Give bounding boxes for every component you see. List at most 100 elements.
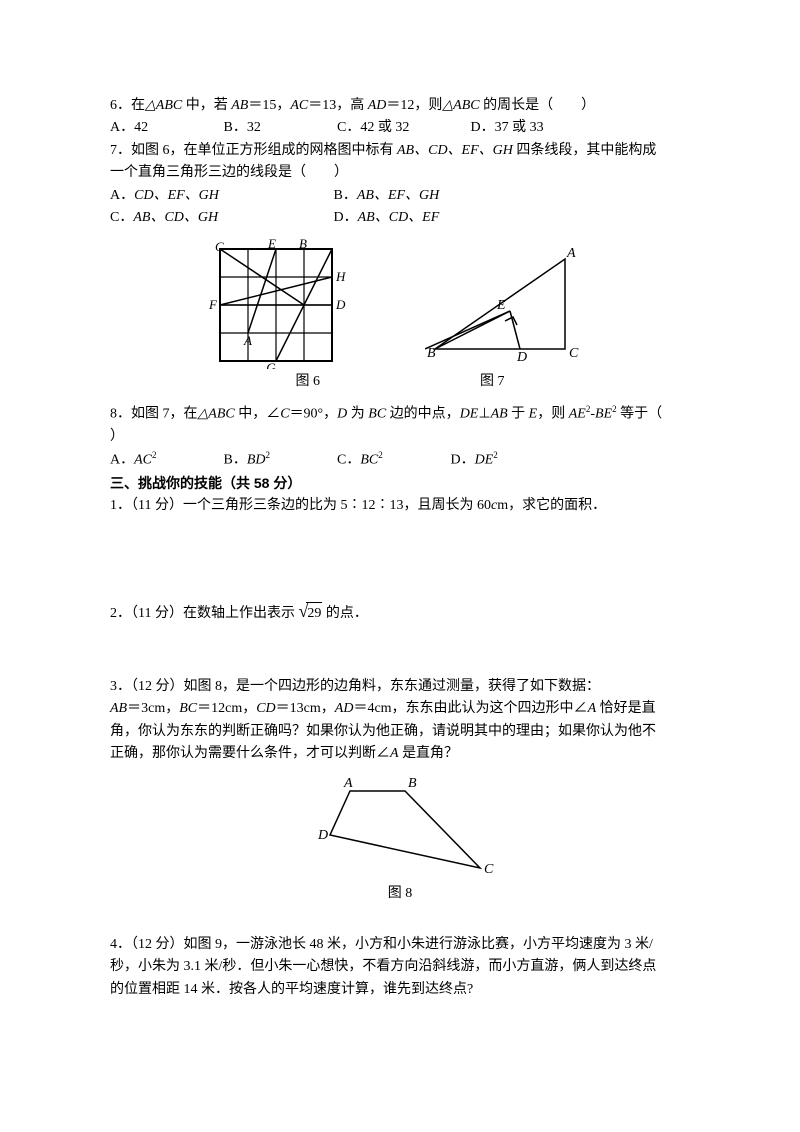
q6-ac: AC (290, 98, 308, 113)
q8-oa2: 2 (152, 450, 157, 460)
q3-3-l1: 3．（12 分）如图 8，是一个四边形的边角料，东东通过测量，获得了如下数据： (110, 676, 690, 698)
figure-6: C E B H D F A G (205, 239, 355, 369)
blank-space-2 (110, 626, 690, 676)
q6-tail: 的周长是（ ） (480, 98, 596, 113)
fig6-label-c: C (215, 239, 224, 254)
q7-opt-b: B．AB、EF、GH (334, 185, 440, 207)
q7-d-pre: D． (334, 210, 358, 225)
fig7-label-a: A (566, 246, 576, 261)
q8-paren: ） (110, 426, 690, 448)
document-page: 6．在△ABC 中，若 AB＝15，AC＝13，高 AD＝12，则△ABC 的周… (0, 0, 800, 1061)
q33-ad: AD (335, 701, 354, 716)
q8-oa: A． (110, 453, 134, 468)
q8-g: 于 (508, 406, 529, 421)
fig6-label-f: F (208, 297, 218, 312)
q3-4-l1: 4．（12 分）如图 9，一游泳池长 48 米，小方和小朱进行游泳比赛，小方平均… (110, 934, 690, 956)
q8-e: 边的中点， (386, 406, 460, 421)
fig7-label-d: D (516, 350, 527, 365)
q7-a-pre: A． (110, 188, 134, 203)
fig6-label-h: H (335, 269, 346, 284)
q6-tri: △ABC (145, 98, 182, 113)
figure-row: C E B H D F A G (110, 239, 690, 369)
q6-options: A．42 B．32 C．42 或 32 D．37 或 33 (110, 117, 690, 139)
blank-space-1 (110, 517, 690, 597)
q8-ocv: BC (360, 453, 378, 468)
q33-ab: AB (110, 701, 127, 716)
q8-bc: BC (368, 406, 386, 421)
q8-oc2: 2 (378, 450, 383, 460)
q8-d2: 为 (347, 406, 368, 421)
q33-a: A (588, 701, 597, 716)
q8-ae: AE (569, 406, 586, 421)
q7-opt-d: D．AB、CD、EF (334, 207, 440, 229)
q3-3-l2: AB＝3cm，BC＝12cm，CD＝13cm，AD＝4cm，东东由此认为这个四边… (110, 698, 690, 720)
fig6-label-a: A (243, 333, 252, 348)
figure-7: A B C D E (425, 239, 595, 369)
q3-2-pre: 2．（11 分）在数轴上作出表示 (110, 606, 298, 621)
q7-c-v: AB、CD、GH (133, 210, 218, 225)
sqrt-icon: √29 (298, 597, 322, 626)
q6-opt-b: B．32 (224, 117, 334, 139)
q8-options: A．AC2 B．BD2 C．BC2 D．DE2 (110, 448, 690, 472)
q8-c2: ＝90°， (290, 406, 338, 421)
q33-l4b: 是直角？ (399, 746, 459, 761)
q7-options-row2: C．AB、CD、GH D．AB、CD、EF (110, 207, 690, 229)
q8-be: BE (595, 406, 612, 421)
q7-c-pre: C． (110, 210, 133, 225)
q7-opt-a: A．CD、EF、GH (110, 185, 330, 207)
fig8-caption: 图 8 (110, 883, 690, 905)
q6-opt-a: A．42 (110, 117, 220, 139)
fig7-label-c: C (569, 346, 579, 361)
q7-b-v: AB、EF、GH (357, 188, 439, 203)
section-3-header: 三、挑战你的技能（共 58 分） (110, 472, 690, 494)
fig8-label-c: C (484, 862, 494, 877)
q3-2: 2．（11 分）在数轴上作出表示 √29 的点． (110, 597, 690, 626)
q33-cd2: ＝13cm， (276, 701, 335, 716)
fig8-label-b: B (408, 776, 417, 791)
q8-opt-b: B．BD2 (224, 448, 334, 472)
q8-od: D． (451, 453, 475, 468)
q8-ee: E (529, 406, 538, 421)
q8-od2: 2 (493, 450, 498, 460)
q6-textb: 中，若 (182, 98, 231, 113)
q8-c: C (280, 406, 289, 421)
q7-a-v: CD、EF、GH (134, 188, 219, 203)
q33-l4: 正确，那你认为需要什么条件，才可以判断∠ (110, 746, 390, 761)
q8-opt-d: D．DE2 (451, 448, 498, 472)
q6-eq1: ＝15， (248, 98, 290, 113)
q8-obv: BD (247, 453, 266, 468)
q3-1-text: 1．（11 分）一个三角形三条边的比为 5∶12∶13，且周长为 60cm，求它… (110, 498, 606, 513)
q33-l4a: A (390, 746, 399, 761)
fig8-label-d: D (317, 828, 328, 843)
fig6-caption: 图 6 (296, 371, 321, 393)
q7-l1a: 7．如图 6，在单位正方形组成的网格图中标有 (110, 143, 397, 158)
question-7-line2: 一个直角三角形三边的线段是（ ） (110, 162, 690, 184)
q33-bc: BC (179, 701, 197, 716)
q3-2-arg: 29 (306, 602, 322, 625)
fig8-label-a: A (343, 776, 353, 791)
q7-options-row1: A．CD、EF、GH B．AB、EF、GH (110, 185, 690, 207)
figure-captions: 图 6 图 7 (110, 371, 690, 393)
q8-h: ，则 (537, 406, 569, 421)
q8-perp: ⊥ (478, 406, 490, 421)
q8-a: 8．如图 7，在 (110, 406, 198, 421)
fig6-label-b: B (299, 239, 307, 251)
q7-opt-c: C．AB、CD、GH (110, 207, 330, 229)
fig6-label-e: E (267, 239, 276, 251)
blank-space-3 (110, 914, 690, 934)
q8-ab: AB (491, 406, 508, 421)
q8-ob: B． (224, 453, 247, 468)
q8-oav: AC (134, 453, 152, 468)
q6-ad: AD (368, 98, 387, 113)
q6-opt-d: D．37 或 33 (471, 117, 544, 139)
q6-eq2: ＝13，高 (308, 98, 368, 113)
q8-b: 中，∠ (235, 406, 281, 421)
q3-1-c: c (491, 498, 497, 513)
q6-ab: AB (231, 98, 248, 113)
q8-opt-a: A．AC2 (110, 448, 220, 472)
fig7-label-b: B (427, 346, 436, 361)
q8-ob2: 2 (266, 450, 271, 460)
q8-tri: △ABC (198, 406, 235, 421)
q8-i: 等于（ (617, 406, 663, 421)
q8-d: D (337, 406, 347, 421)
